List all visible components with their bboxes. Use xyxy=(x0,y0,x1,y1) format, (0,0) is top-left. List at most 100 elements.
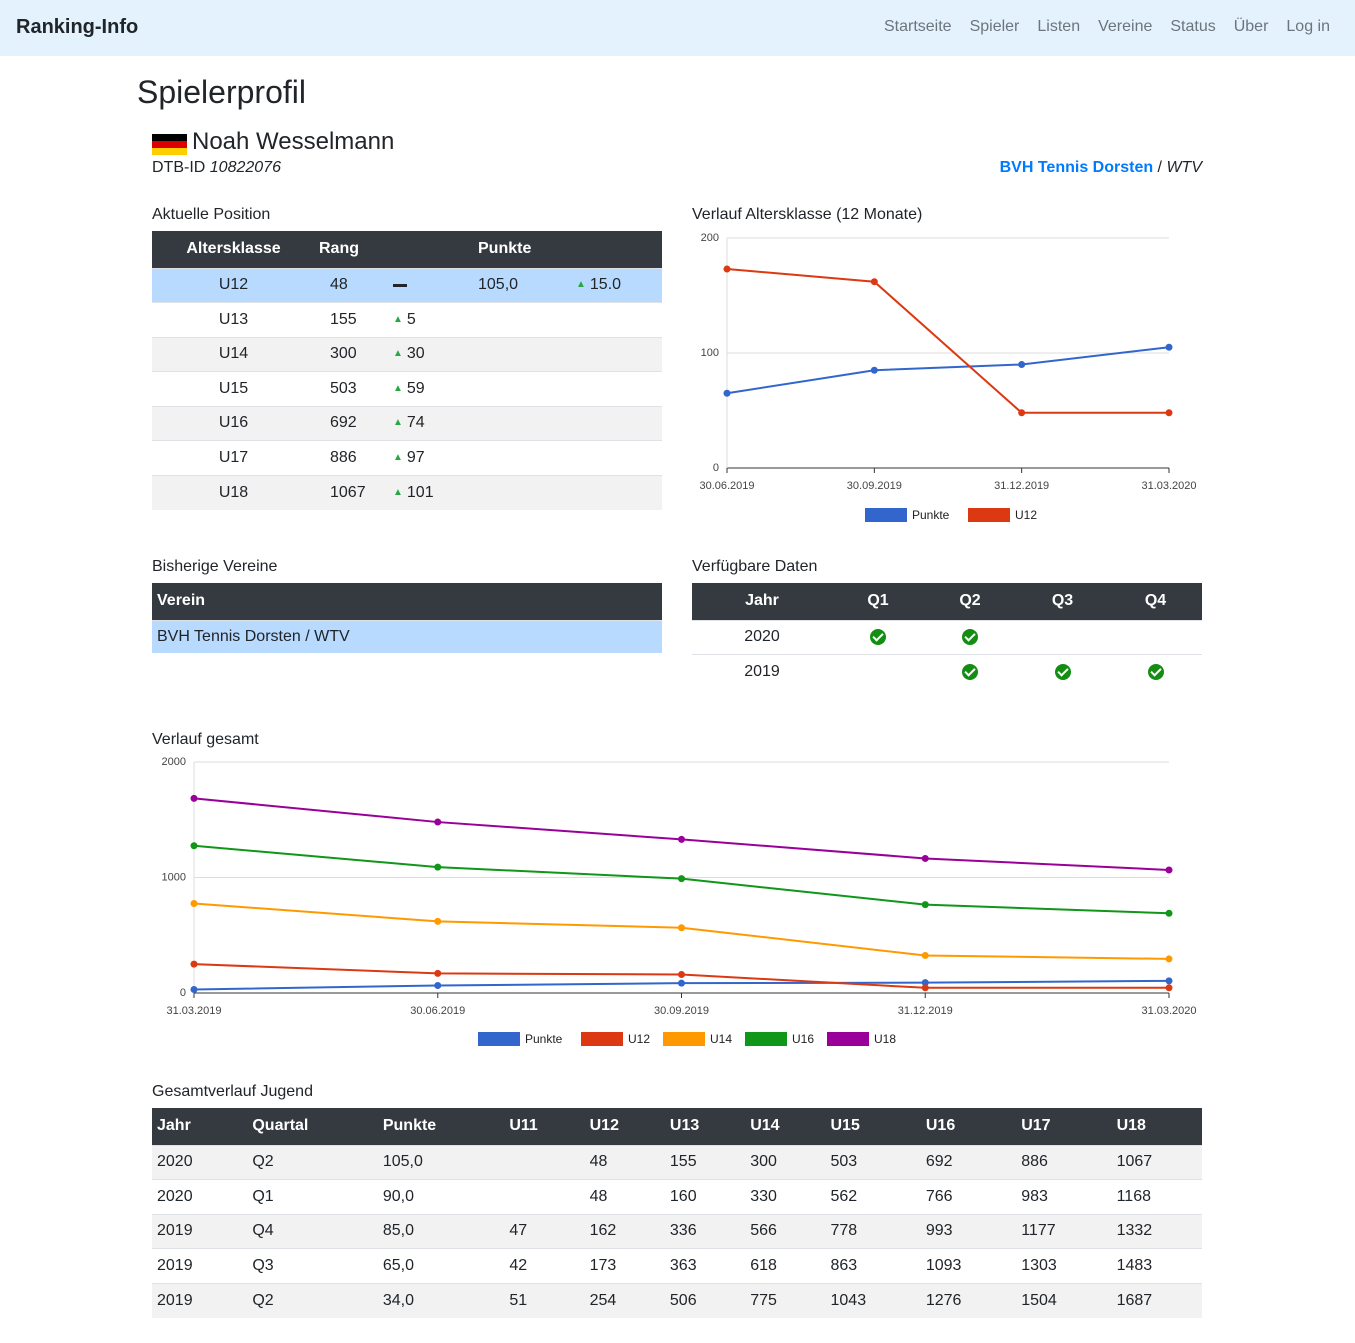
nav-status[interactable]: Status xyxy=(1170,18,1216,35)
nav-spieler[interactable]: Spieler xyxy=(969,18,1020,35)
past-clubs-table: Verein BVH Tennis Dorsten / WTV xyxy=(152,583,662,653)
data-point-punkte[interactable] xyxy=(434,981,442,989)
club-link[interactable]: BVH Tennis Dorsten xyxy=(999,159,1154,176)
col-u16: U16 xyxy=(920,1108,1017,1145)
table-row[interactable]: 2019 xyxy=(692,654,1202,689)
data-point-u18[interactable] xyxy=(434,818,442,826)
data-point-punkte[interactable] xyxy=(870,366,878,374)
nav-ueber[interactable]: Über xyxy=(1233,18,1269,35)
data-point-u16[interactable] xyxy=(921,901,929,909)
history-cell: 1504 xyxy=(1016,1282,1112,1318)
nav-listen[interactable]: Listen xyxy=(1037,18,1081,35)
data-point-punkte[interactable] xyxy=(1018,361,1026,368)
col-q2: Q2 xyxy=(924,583,1016,620)
data-point-punkte[interactable] xyxy=(921,979,929,987)
data-point-u18[interactable] xyxy=(190,794,198,802)
col-punkte: Punkte xyxy=(478,231,576,268)
history-cell: 1332 xyxy=(1111,1213,1202,1249)
points-change-cell xyxy=(576,440,662,475)
available-data-table: Jahr Q1 Q2 Q3 Q4 2020 2019 xyxy=(692,583,1202,689)
nav-startseite[interactable]: Startseite xyxy=(883,18,952,35)
legend-label: U14 xyxy=(710,1032,732,1046)
y-tick-label: 2000 xyxy=(162,756,186,768)
age-class-cell: U17 xyxy=(152,440,315,475)
table-row[interactable]: 2019 Q3 65,0 42 173 363 618 863 1093 1303 1483 xyxy=(152,1248,1202,1283)
table-row[interactable]: U16 692 ▲ 74 xyxy=(152,405,662,441)
data-point-u18[interactable] xyxy=(1165,866,1173,874)
club-cell[interactable]: BVH Tennis Dorsten / WTV xyxy=(152,619,662,653)
col-punkte-change xyxy=(576,231,662,268)
history-cell: 993 xyxy=(920,1213,1017,1249)
data-point-u14[interactable] xyxy=(921,951,929,959)
nav-login[interactable]: Log in xyxy=(1286,18,1330,35)
history-cell: 105,0 xyxy=(377,1144,505,1180)
data-point-u12[interactable] xyxy=(921,984,929,992)
quarter-cell xyxy=(1109,619,1202,655)
table-row[interactable]: U14 300 ▲ 30 xyxy=(152,336,662,372)
points-change-cell xyxy=(576,336,662,372)
col-quartal: Quartal xyxy=(247,1108,378,1145)
table-row[interactable]: BVH Tennis Dorsten / WTV xyxy=(152,619,662,653)
quarter-cell xyxy=(832,619,924,655)
data-point-u12[interactable] xyxy=(723,265,731,273)
legend-label: Punkte xyxy=(912,508,950,522)
club-info: BVH Tennis Dorsten / WTV xyxy=(1000,159,1202,177)
table-row[interactable]: 2020 Q2 105,0 48 155 300 503 692 886 1067 xyxy=(152,1144,1202,1180)
table-row[interactable]: 2019 Q2 34,0 51 254 506 775 1043 1276 1504 1687 xyxy=(152,1282,1202,1318)
history-cell xyxy=(504,1144,585,1180)
data-point-u14[interactable] xyxy=(678,924,685,932)
data-point-u12[interactable] xyxy=(1165,984,1173,992)
col-jahr: Jahr xyxy=(152,1108,248,1145)
rank-cell: 503 xyxy=(315,371,393,406)
data-point-u12[interactable] xyxy=(1018,409,1026,417)
table-row[interactable]: U13 155 ▲ 5 xyxy=(152,302,662,337)
table-row[interactable]: 2020 Q1 90,0 48 160 330 562 766 983 1168 xyxy=(152,1179,1202,1214)
data-point-punkte[interactable] xyxy=(1165,343,1173,351)
points-cell xyxy=(478,302,576,337)
data-point-punkte[interactable] xyxy=(723,389,731,397)
points-change-cell xyxy=(576,371,662,406)
data-point-u12[interactable] xyxy=(678,971,685,979)
data-point-u18[interactable] xyxy=(921,854,929,862)
data-point-punkte[interactable] xyxy=(1165,977,1173,985)
data-point-u16[interactable] xyxy=(434,863,442,871)
data-point-punkte[interactable] xyxy=(678,979,685,987)
data-point-u14[interactable] xyxy=(434,917,442,925)
history-cell: 618 xyxy=(745,1248,826,1283)
chart2-title: Verlauf gesamt xyxy=(152,731,259,748)
club-separator: / xyxy=(1153,159,1167,176)
data-point-u12[interactable] xyxy=(434,969,442,977)
data-point-u12[interactable] xyxy=(190,960,198,968)
points-change-cell xyxy=(576,405,662,441)
data-point-u16[interactable] xyxy=(678,875,685,883)
history-cell: 566 xyxy=(745,1213,826,1249)
legend-label: U16 xyxy=(792,1032,814,1046)
table-row[interactable]: U15 503 ▲ 59 xyxy=(152,371,662,406)
history-cell: 85,0 xyxy=(377,1213,505,1249)
age-class-cell: U12 xyxy=(152,267,315,303)
x-tick-label: 31.03.2020 xyxy=(1141,1005,1196,1017)
check-circle-icon xyxy=(870,629,886,646)
table-row[interactable]: U18 1067 ▲ 101 xyxy=(152,474,662,510)
data-point-punkte[interactable] xyxy=(190,986,198,994)
table-row[interactable]: 2020 xyxy=(692,619,1202,655)
data-point-u14[interactable] xyxy=(190,899,198,907)
data-point-u16[interactable] xyxy=(1165,909,1173,917)
navbar: Ranking-Info Startseite Spieler Listen V… xyxy=(0,0,1355,56)
data-point-u12[interactable] xyxy=(1165,409,1173,417)
data-point-u12[interactable] xyxy=(870,278,878,286)
data-point-u14[interactable] xyxy=(1165,955,1173,963)
data-point-u16[interactable] xyxy=(190,842,198,850)
data-point-u18[interactable] xyxy=(678,835,685,843)
points-change-value: 15.0 xyxy=(589,276,622,294)
brand-link[interactable]: Ranking-Info xyxy=(16,16,139,38)
table-row[interactable]: U17 886 ▲ 97 xyxy=(152,440,662,475)
history-cell: 886 xyxy=(1016,1144,1112,1180)
nav-vereine[interactable]: Vereine xyxy=(1098,18,1153,35)
age-class-cell: U15 xyxy=(152,371,315,406)
legend-swatch xyxy=(865,508,907,522)
age-class-cell: U16 xyxy=(152,405,315,441)
table-row[interactable]: U12 48 105,0 ▲ 15.0 xyxy=(152,267,662,303)
history-cell: 1168 xyxy=(1111,1179,1202,1214)
table-row[interactable]: 2019 Q4 85,0 47 162 336 566 778 993 1177 1332 xyxy=(152,1213,1202,1249)
